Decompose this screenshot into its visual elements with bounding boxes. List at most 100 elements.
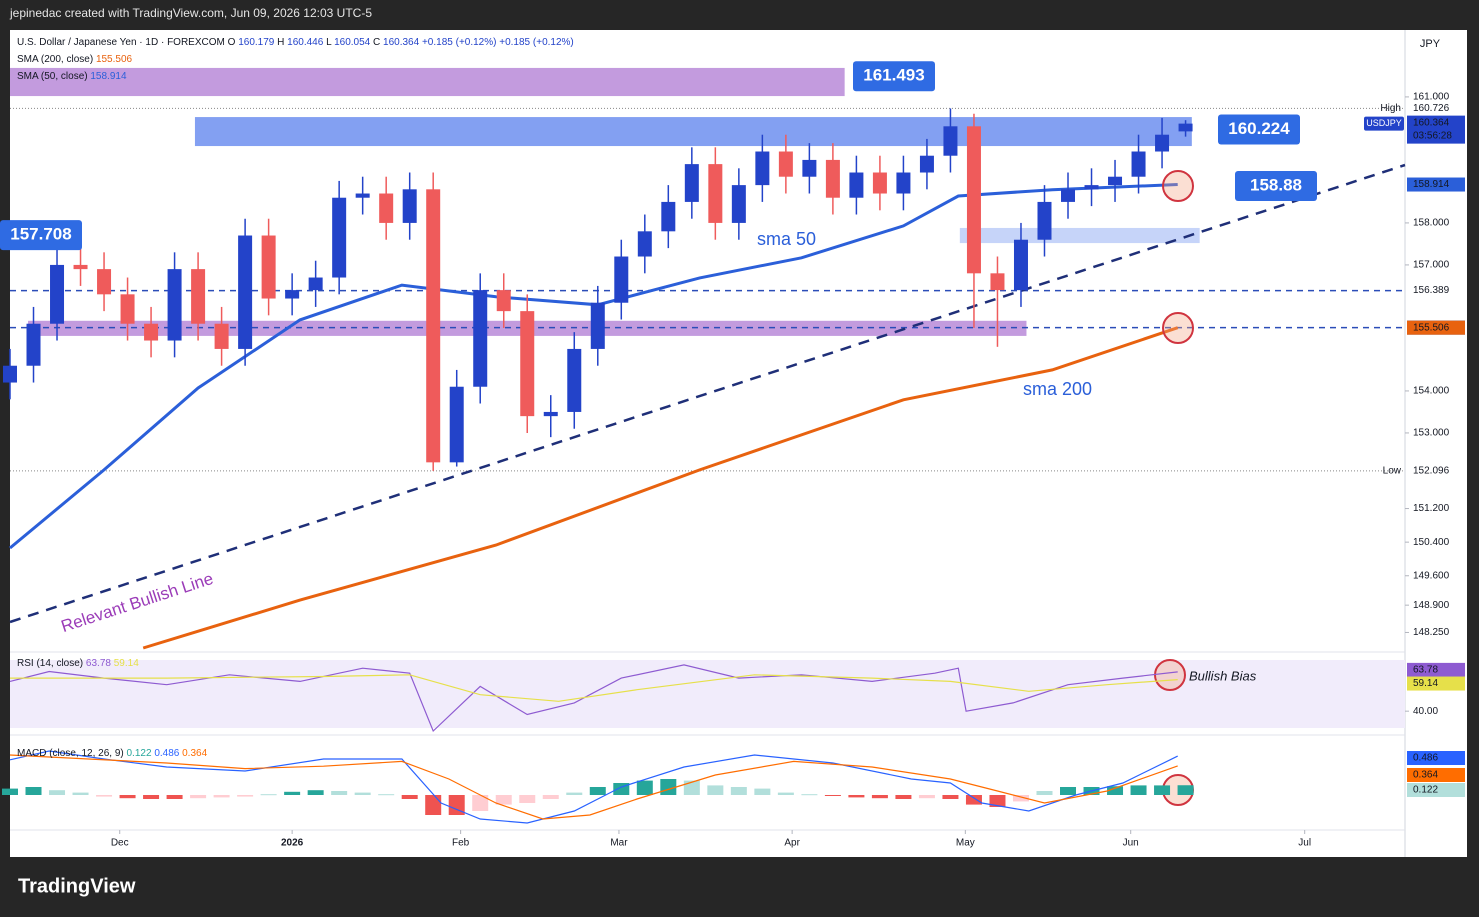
legend-part: 160.364 — [383, 37, 420, 48]
y-tick-label: 153.000 — [1413, 428, 1450, 439]
legend-part: L — [326, 37, 332, 48]
candle-body — [167, 269, 182, 341]
rsi-last-tag — [1407, 662, 1465, 677]
macd-bar — [378, 794, 395, 796]
macd-bar — [495, 795, 512, 805]
candle-body — [990, 273, 1005, 291]
candle-body — [966, 126, 981, 274]
macd-bar — [331, 791, 348, 795]
macd-bar — [72, 792, 89, 795]
legend: RSI (14, close) 63.78 59.14 — [17, 658, 139, 669]
x-tick-label: Dec — [111, 838, 129, 849]
y-tick-label: 148.900 — [1413, 600, 1450, 611]
candle-body — [285, 290, 300, 299]
macd-bar — [801, 794, 818, 796]
zone — [959, 227, 1200, 244]
macd-bar — [166, 795, 183, 799]
candle-body — [614, 256, 629, 303]
rsi-last: 63.78 — [1413, 665, 1438, 676]
level-value: 156.389 — [1413, 285, 1450, 296]
sma-last: 158.914 — [1413, 179, 1450, 190]
legend-part: 0.122 — [127, 748, 152, 759]
marker-caption: Low — [1383, 466, 1402, 477]
ticker: USDJPY — [1366, 118, 1402, 128]
macd-bar — [448, 795, 465, 815]
candle-body — [731, 185, 746, 223]
macd-bar — [213, 795, 230, 798]
candle-body — [684, 164, 699, 202]
y-tick-label: 148.250 — [1413, 627, 1450, 638]
candle-body — [778, 151, 793, 177]
rsi-band — [10, 660, 1405, 728]
candle-body — [755, 151, 770, 186]
callout-box — [0, 220, 82, 251]
macd-bar — [354, 792, 371, 795]
candle-body — [661, 201, 676, 232]
annotation: sma 50 — [757, 229, 816, 249]
legend-part: H — [277, 37, 284, 48]
trendline — [9, 163, 1406, 624]
macd-bar — [190, 795, 207, 799]
macd-bar — [25, 787, 42, 795]
legend-part: +0.185 (+0.12%) — [422, 37, 497, 48]
legend-part: +0.185 (+0.12%) — [499, 37, 574, 48]
macd-bar — [1012, 795, 1029, 802]
callout-box — [1218, 114, 1300, 145]
sma-line — [142, 326, 1179, 650]
macd-bar — [777, 792, 794, 795]
candle-body — [120, 294, 135, 324]
legend-part: 160.179 — [238, 37, 275, 48]
candle-body — [590, 302, 605, 349]
candle-body — [567, 348, 582, 412]
legend-part: 160.054 — [334, 37, 371, 48]
legend-part: 155.506 — [96, 54, 133, 65]
macd-bar — [660, 779, 677, 795]
macd-bar — [119, 795, 136, 799]
x-tick-label: Apr — [784, 838, 800, 849]
legend: U.S. Dollar / Japanese Yen · 1D · FOREXC… — [17, 37, 574, 48]
macd-bar — [730, 787, 747, 795]
candle-body — [473, 290, 488, 387]
candle-body — [355, 193, 370, 198]
macd-bar — [284, 791, 301, 795]
legend-part: U.S. Dollar / Japanese Yen · 1D · FOREXC… — [17, 37, 225, 48]
macd-bar — [519, 795, 536, 803]
callout-text: 157.708 — [10, 225, 71, 244]
macd-bar — [2, 788, 18, 795]
sma-last-tag — [1407, 320, 1465, 335]
macd-bar — [824, 795, 841, 796]
legend-part: SMA (200, close) — [17, 54, 93, 65]
ticker-tag — [1364, 116, 1404, 131]
macd-bar — [942, 795, 959, 799]
candle-body — [849, 172, 864, 198]
currency: JPY — [1420, 38, 1441, 50]
y-tick-label: 154.000 — [1413, 386, 1450, 397]
candle-body — [802, 159, 817, 177]
callout-text: 161.493 — [863, 66, 924, 85]
y-tick-label: 158.000 — [1413, 218, 1450, 229]
legend-part: O — [228, 37, 236, 48]
y-tick-label: 161.000 — [1413, 92, 1450, 103]
sma-last-tag — [1407, 177, 1465, 192]
candle-body — [919, 155, 934, 173]
macd-bar — [566, 792, 583, 795]
candle-body — [708, 164, 723, 223]
macd-last-tag — [1407, 783, 1465, 797]
x-tick-label: Feb — [452, 838, 470, 849]
x-tick-label: Jul — [1298, 838, 1311, 849]
marker-value: 160.726 — [1413, 103, 1450, 114]
highlight-circle — [1154, 659, 1186, 691]
macd-bar — [307, 790, 324, 795]
candle-body — [1131, 151, 1146, 177]
macd-last: 0.486 — [1413, 753, 1438, 764]
highlight-circle — [1162, 312, 1194, 344]
x-tick-label: Jun — [1123, 838, 1139, 849]
macd-bar — [589, 787, 606, 795]
candle-body — [1108, 176, 1123, 186]
candle-body — [520, 311, 535, 417]
legend-part: 160.446 — [287, 37, 324, 48]
callout-box — [1235, 170, 1317, 201]
x-tick-label: May — [956, 838, 975, 849]
candle-body — [144, 323, 159, 341]
macd-last-tag — [1407, 751, 1465, 765]
